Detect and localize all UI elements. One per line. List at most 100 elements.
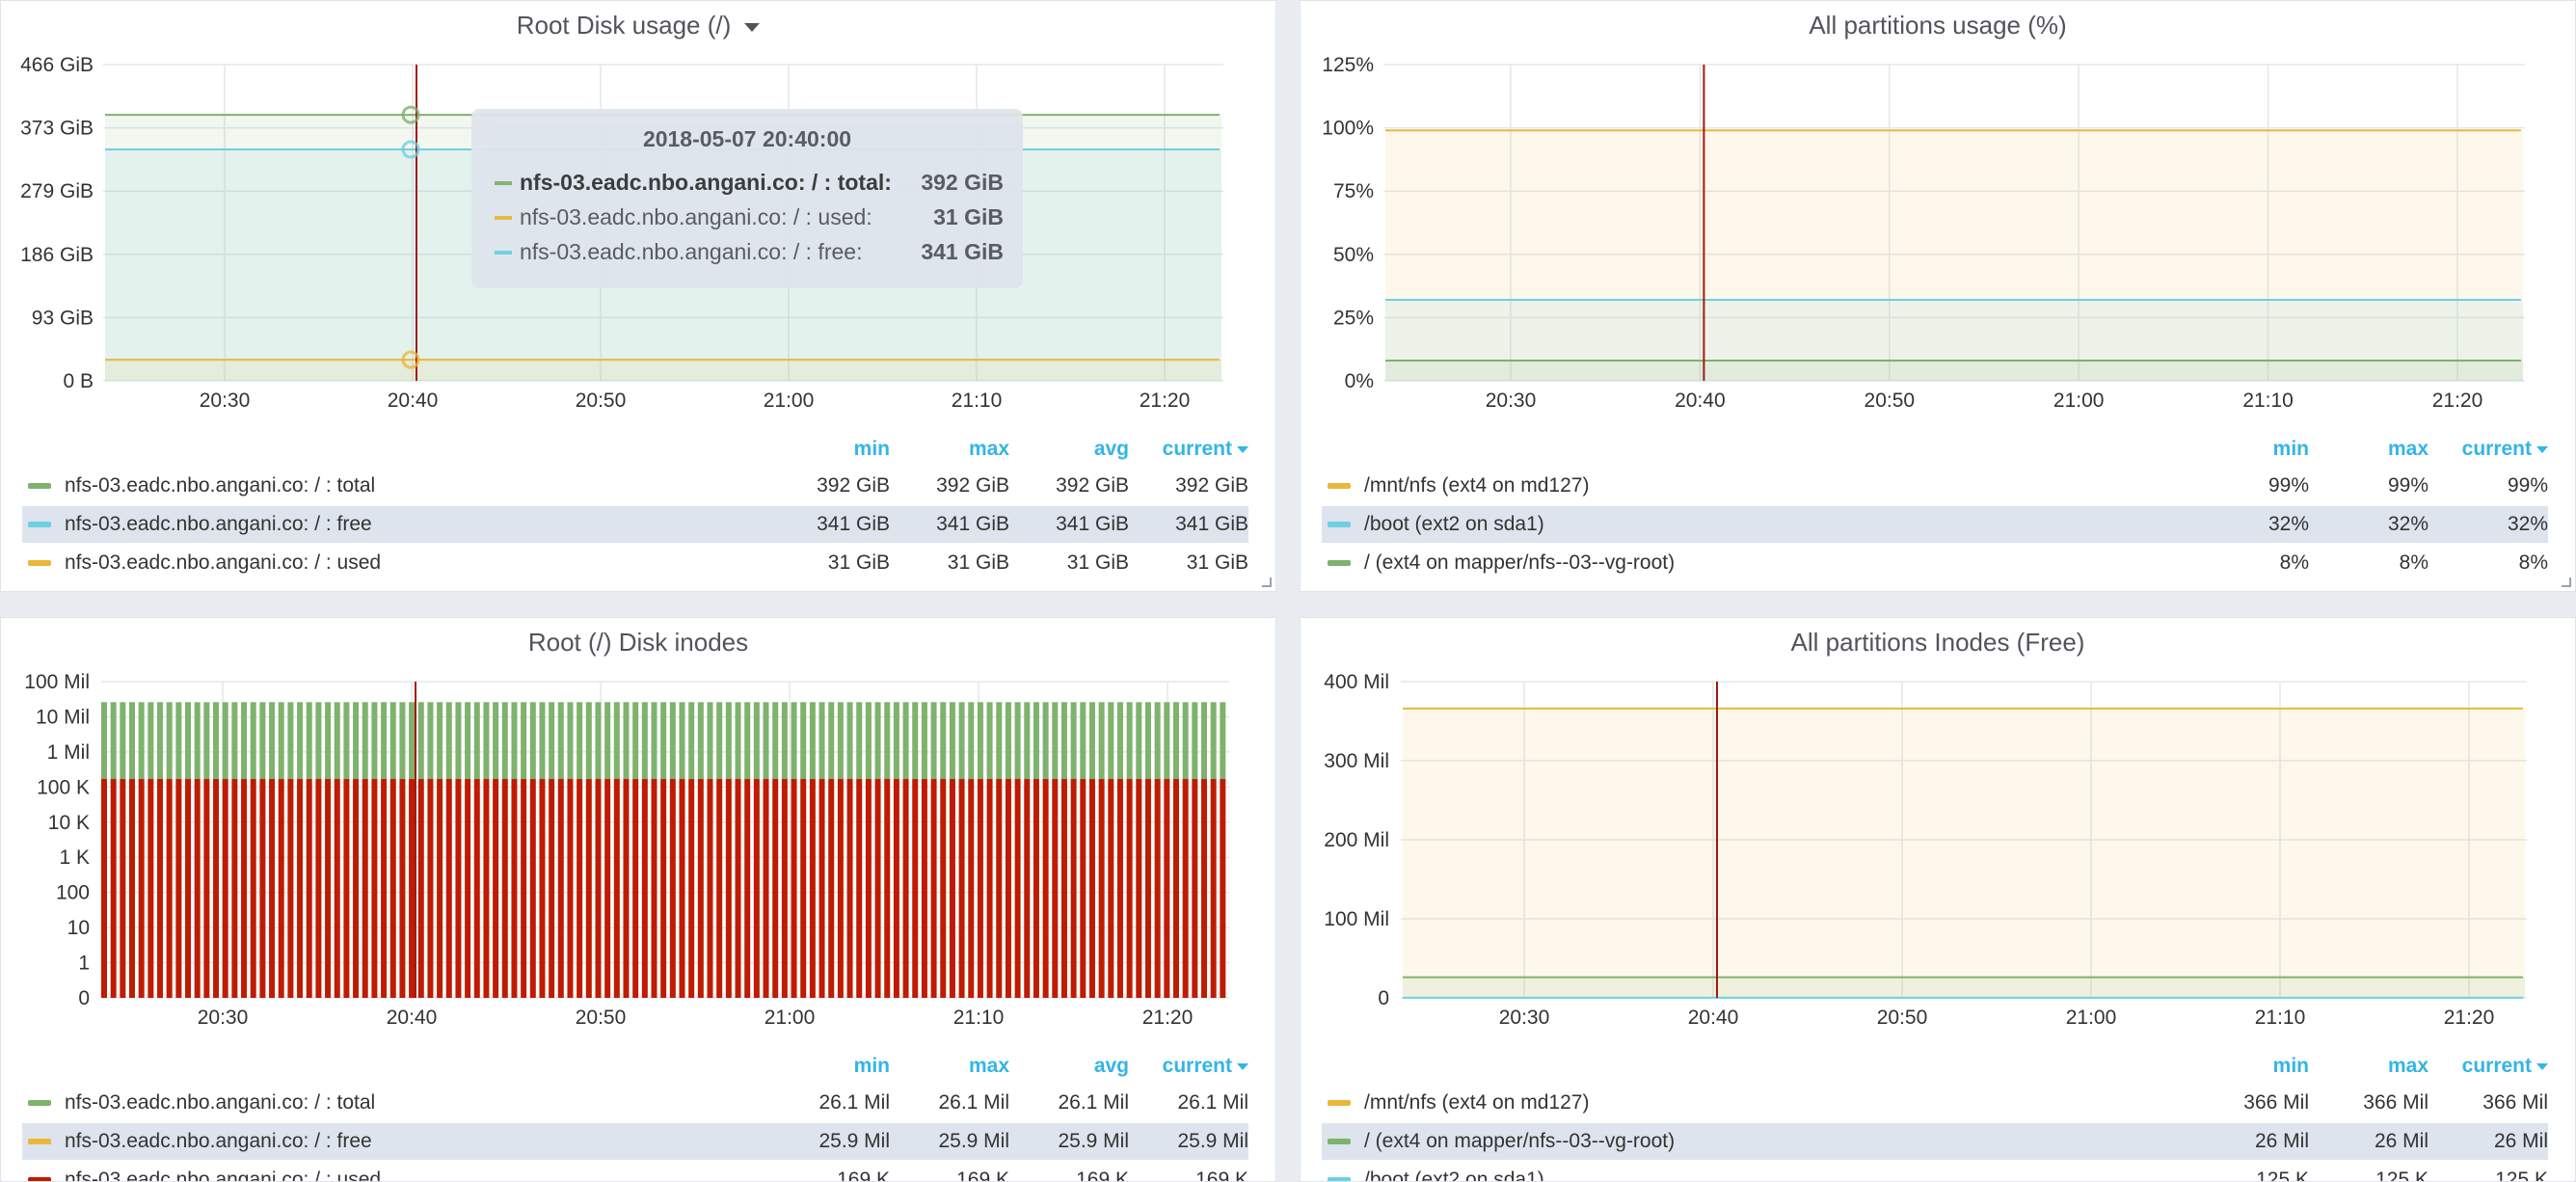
legend-series-name[interactable]: /boot (ext2 on sda1): [1364, 513, 1544, 535]
legend-column-label[interactable]: max: [968, 1055, 1009, 1077]
series-color-swatch[interactable]: [1328, 483, 1351, 489]
sort-desc-icon[interactable]: [1237, 1062, 1248, 1070]
legend-row[interactable]: nfs-03.eadc.nbo.angani.co: / : total 26.1…: [22, 1085, 1248, 1121]
inode-bar-free: [753, 702, 760, 780]
sort-desc-icon[interactable]: [2536, 445, 2548, 453]
legend-column-max[interactable]: max: [2309, 431, 2428, 468]
inode-bar-used: [1164, 779, 1170, 998]
legend-column-label[interactable]: current: [2461, 438, 2532, 460]
legend-row[interactable]: /boot (ext2 on sda1) 125 K 125 K 125 K: [1322, 1162, 2548, 1182]
sort-desc-icon[interactable]: [1237, 445, 1248, 453]
legend-series-name[interactable]: nfs-03.eadc.nbo.angani.co: / : used: [65, 1169, 382, 1182]
legend-column-label[interactable]: max: [2387, 1055, 2428, 1077]
legend-column-min[interactable]: min: [2189, 431, 2309, 468]
panel-title-text[interactable]: Root (/) Disk inodes: [527, 628, 749, 657]
inode-bar-free: [874, 702, 881, 780]
series-color-swatch[interactable]: [28, 1139, 51, 1144]
legend-row[interactable]: / (ext4 on mapper/nfs--03--vg-root) 8% 8% 8…: [1322, 545, 2548, 581]
inode-bar-free: [1116, 702, 1123, 780]
legend-column-label[interactable]: min: [853, 1055, 890, 1077]
legend-series-name[interactable]: /boot (ext2 on sda1): [1364, 1169, 1544, 1182]
resize-handle[interactable]: [1262, 578, 1272, 587]
legend-column-avg[interactable]: avg: [1009, 431, 1129, 468]
legend-series-name[interactable]: nfs-03.eadc.nbo.angani.co: / : free: [65, 513, 372, 535]
panel-root-disk-usage: Root Disk usage (/) 0 B 93 GiB 186 GiB 279 …: [0, 0, 1276, 592]
legend-column-label[interactable]: max: [2387, 438, 2428, 460]
legend-row[interactable]: /boot (ext2 on sda1) 32% 32% 32%: [1322, 506, 2548, 543]
chart-all-partitions-usage[interactable]: 0% 25% 50% 75% 100% 125% 20:30 20:40 20:50 21:00 2…: [1301, 1, 2576, 425]
legend-series-name[interactable]: /mnt/nfs (ext4 on md127): [1364, 1091, 1590, 1114]
legend-column-current[interactable]: current: [1129, 431, 1248, 468]
inode-bar-used: [735, 779, 741, 998]
tooltip-row-free: nfs-03.eadc.nbo.angani.co: / : free: 341 …: [495, 234, 1004, 269]
legend-series-name[interactable]: / (ext4 on mapper/nfs--03--vg-root): [1364, 551, 1676, 574]
legend-column-min[interactable]: min: [2189, 1048, 2309, 1085]
legend-column-current[interactable]: current: [1129, 1048, 1248, 1085]
legend-column-max[interactable]: max: [890, 1048, 1009, 1085]
legend-row[interactable]: nfs-03.eadc.nbo.angani.co: / : free 341 G…: [22, 506, 1248, 543]
panel-title[interactable]: All partitions usage (%): [1301, 11, 2575, 40]
legend-column-min[interactable]: min: [770, 431, 890, 468]
panel-title[interactable]: Root Disk usage (/): [1, 11, 1275, 40]
series-color-swatch[interactable]: [1328, 1139, 1351, 1144]
inode-bar-used: [1060, 779, 1067, 998]
legend-column-label[interactable]: min: [2272, 1055, 2309, 1077]
legend-row[interactable]: nfs-03.eadc.nbo.angani.co: / : used 31 Gi…: [22, 545, 1248, 581]
legend-column-max[interactable]: max: [890, 431, 1009, 468]
series-color-swatch[interactable]: [28, 522, 51, 527]
legend-series-name[interactable]: nfs-03.eadc.nbo.angani.co: / : free: [65, 1130, 372, 1152]
series-color-swatch[interactable]: [28, 483, 51, 489]
inode-bar-used: [1024, 779, 1031, 998]
series-color-swatch[interactable]: [28, 1100, 51, 1106]
legend-row[interactable]: / (ext4 on mapper/nfs--03--vg-root) 26 Mi…: [1322, 1123, 2548, 1160]
resize-handle[interactable]: [2562, 578, 2571, 587]
legend-column-label[interactable]: current: [1162, 438, 1232, 460]
legend-row[interactable]: nfs-03.eadc.nbo.angani.co: / : total 392 …: [22, 468, 1248, 504]
legend-series-name[interactable]: / (ext4 on mapper/nfs--03--vg-root): [1364, 1130, 1676, 1152]
legend-row[interactable]: /mnt/nfs (ext4 on md127) 366 Mil 366 Mil 36…: [1322, 1085, 2548, 1121]
series-color-swatch[interactable]: [28, 560, 51, 566]
legend-column-current[interactable]: current: [2428, 1048, 2548, 1085]
legend-column-current[interactable]: current: [2428, 431, 2548, 468]
legend-column-max[interactable]: max: [2309, 1048, 2428, 1085]
panel-title-text[interactable]: Root Disk usage (/): [516, 11, 732, 40]
legend-column-min[interactable]: min: [770, 1048, 890, 1085]
legend-series-name[interactable]: nfs-03.eadc.nbo.angani.co: / : total: [65, 474, 376, 497]
panel-title-text[interactable]: All partitions usage (%): [1809, 11, 2067, 40]
legend-column-label[interactable]: min: [2272, 438, 2309, 460]
y-tick-label: 10: [67, 917, 90, 939]
inode-bar-used: [101, 779, 107, 998]
sort-desc-icon[interactable]: [2536, 1062, 2548, 1070]
inode-bar-free: [1080, 702, 1087, 780]
legend-row[interactable]: nfs-03.eadc.nbo.angani.co: / : free 25.9 …: [22, 1123, 1248, 1160]
legend-series-name[interactable]: nfs-03.eadc.nbo.angani.co: / : total: [65, 1091, 376, 1114]
series-color-swatch[interactable]: [1328, 522, 1351, 527]
legend-row[interactable]: nfs-03.eadc.nbo.angani.co: / : used 169 K…: [22, 1162, 1248, 1182]
y-tick-label: 1 K: [59, 846, 90, 869]
legend-column-label[interactable]: max: [968, 438, 1009, 460]
legend-column-label[interactable]: current: [2461, 1055, 2532, 1077]
series-color-swatch[interactable]: [1328, 1177, 1351, 1181]
legend-value-min: 26.1 Mil: [818, 1091, 890, 1114]
legend-row[interactable]: /mnt/nfs (ext4 on md127) 99% 99% 99%: [1322, 468, 2548, 504]
chart-root-disk-inodes[interactable]: 0 1 10 100 1 K 10 K 100 K 1 Mil 10 Mil 100 Mil 20:…: [1, 618, 1276, 1042]
panel-title[interactable]: All partitions Inodes (Free): [1301, 628, 2575, 658]
legend-series-name[interactable]: /mnt/nfs (ext4 on md127): [1364, 474, 1590, 497]
panel-title[interactable]: Root (/) Disk inodes: [1, 628, 1275, 658]
legend-column-avg[interactable]: avg: [1009, 1048, 1129, 1085]
legend-column-label[interactable]: avg: [1093, 1055, 1129, 1077]
chart-all-partitions-inodes[interactable]: 0 100 Mil 200 Mil 300 Mil 400 Mil 20:30 20:40 2…: [1301, 618, 2576, 1042]
legend-column-label[interactable]: avg: [1093, 438, 1129, 460]
series-color-swatch[interactable]: [28, 1177, 51, 1181]
inode-bar-free: [968, 702, 975, 780]
legend-column-label[interactable]: min: [853, 438, 890, 460]
legend-series-name[interactable]: nfs-03.eadc.nbo.angani.co: / : used: [65, 551, 382, 574]
y-tick-label: 100: [56, 882, 90, 904]
panel-title-text[interactable]: All partitions Inodes (Free): [1790, 628, 2085, 657]
series-color-swatch[interactable]: [1328, 1100, 1351, 1106]
series-color-swatch[interactable]: [1328, 560, 1351, 566]
legend-column-label[interactable]: current: [1162, 1055, 1232, 1077]
hover-point-marker: [401, 140, 420, 159]
inode-bar-used: [791, 779, 797, 998]
chevron-down-icon[interactable]: [744, 22, 761, 32]
